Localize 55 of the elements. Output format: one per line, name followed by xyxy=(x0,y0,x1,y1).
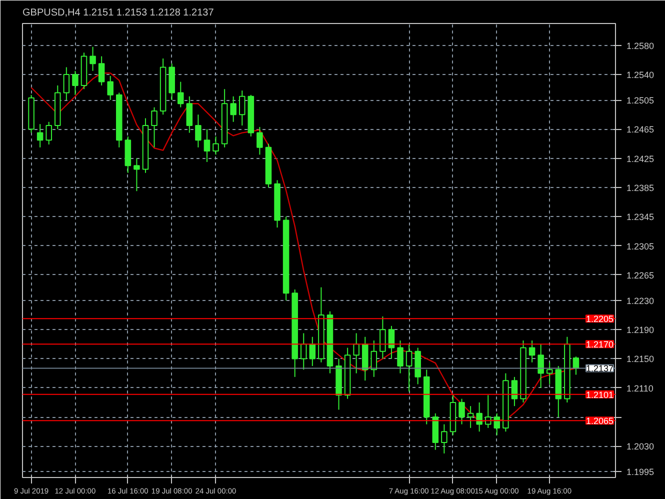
candlestick xyxy=(484,394,492,428)
candlestick xyxy=(195,114,202,148)
candlestick xyxy=(370,340,378,378)
y-tick-label: 1.2385 xyxy=(626,182,654,193)
candlestick xyxy=(46,121,52,145)
candlestick xyxy=(546,362,553,385)
candlestick xyxy=(98,56,105,86)
candlestick xyxy=(388,325,395,360)
y-tick-label: 1.2345 xyxy=(626,212,654,222)
ref-line-label: 1.2137 xyxy=(586,364,614,374)
candlestick xyxy=(72,70,78,96)
candlestick xyxy=(134,158,140,192)
y-tick-label: 1.2580 xyxy=(626,40,654,51)
y-tick-label: 1.2230 xyxy=(626,296,654,306)
y-tick-label: 1.2030 xyxy=(626,442,654,452)
y-tick-label: 1.2465 xyxy=(626,124,654,135)
chart-title: GBPUSD,H4 1.2151 1.2153 1.2128 1.2137 xyxy=(22,8,214,18)
candlestick xyxy=(238,90,246,126)
candlestick xyxy=(511,376,518,407)
candlestick xyxy=(151,106,158,148)
candlestick xyxy=(380,316,386,360)
ref-line-label: 1.2205 xyxy=(586,314,614,324)
candlestick xyxy=(230,96,236,122)
y-tick-label: 1.2110 xyxy=(626,383,654,394)
candlestick xyxy=(528,340,536,363)
candlestick xyxy=(476,402,482,432)
y-tick-label: 1.2505 xyxy=(626,96,654,106)
candlestick xyxy=(36,124,44,148)
candlestick xyxy=(300,332,307,370)
ref-line-label: 1.2170 xyxy=(586,340,614,350)
candlestick xyxy=(353,332,360,374)
candlestick xyxy=(204,128,210,162)
y-tick-label: 1.2305 xyxy=(626,241,654,252)
candlestick xyxy=(458,398,465,425)
y-tick-label: 1.2540 xyxy=(626,70,654,80)
candlestick xyxy=(212,136,219,156)
candlestick xyxy=(178,81,184,108)
candlestick xyxy=(441,424,448,454)
candlestick xyxy=(397,340,404,374)
y-tick-label: 1.2265 xyxy=(626,270,654,280)
ref-line-label: 1.2101 xyxy=(586,390,614,400)
candlestick xyxy=(467,406,474,428)
y-tick-label: 1.2150 xyxy=(626,354,654,364)
candlestick xyxy=(107,75,114,101)
ref-line-label: 1.2065 xyxy=(586,416,614,426)
y-tick-label: 1.2425 xyxy=(626,154,654,164)
y-tick-label: 1.1995 xyxy=(626,467,654,478)
candlestick xyxy=(406,344,412,392)
candlestick xyxy=(309,336,316,367)
candlestick xyxy=(186,96,193,134)
candlestick xyxy=(256,126,263,156)
candlestick xyxy=(538,344,544,388)
y-tick-label: 1.2190 xyxy=(626,325,654,336)
candlestick xyxy=(63,66,70,101)
candlestick xyxy=(90,46,96,72)
